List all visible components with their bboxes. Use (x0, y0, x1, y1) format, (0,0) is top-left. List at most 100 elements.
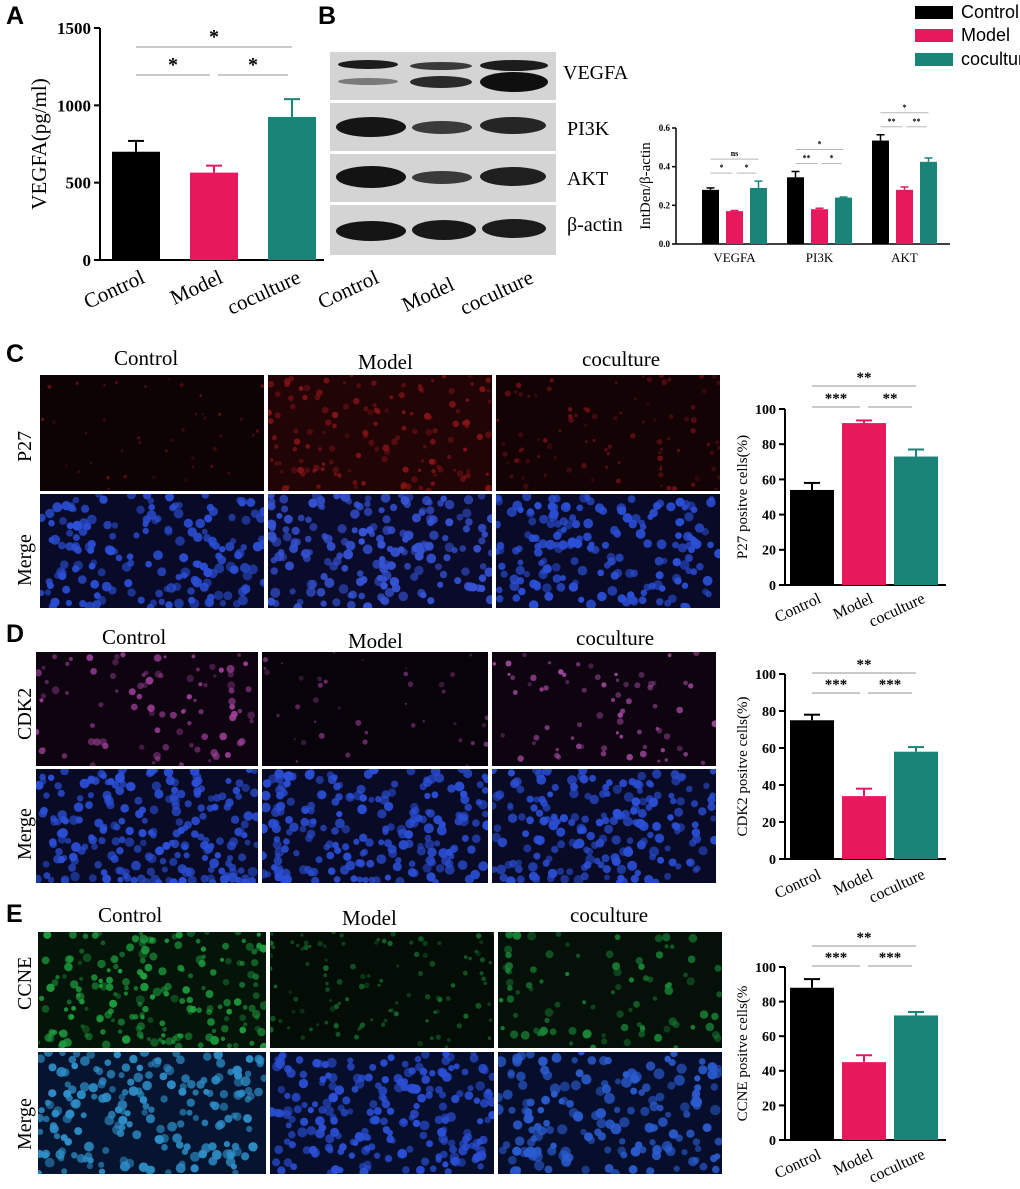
cell (711, 375, 717, 379)
cell (405, 667, 408, 670)
cell (368, 439, 375, 446)
cell (124, 579, 133, 588)
cell (136, 505, 145, 514)
cell (591, 1110, 601, 1121)
cell (473, 544, 482, 553)
cell (227, 681, 236, 690)
cell (566, 1100, 574, 1108)
cell (504, 390, 511, 397)
cell (139, 1096, 148, 1104)
significance-label: * (209, 26, 219, 48)
cell (566, 467, 572, 473)
cell (248, 1004, 256, 1012)
cell (84, 432, 88, 435)
cell (655, 1092, 665, 1102)
cell (38, 1149, 44, 1158)
cell (88, 874, 97, 883)
cell (652, 769, 662, 779)
cell (676, 745, 683, 752)
cell (298, 1078, 309, 1089)
cell (410, 548, 418, 556)
cell (647, 781, 655, 788)
cell (187, 875, 197, 883)
cell (559, 1081, 570, 1092)
cell (178, 762, 184, 766)
cell (714, 1137, 722, 1146)
cell (55, 848, 63, 856)
cell (518, 392, 523, 397)
cell (626, 753, 633, 761)
y-tick-label: 1500 (57, 19, 91, 38)
cell (119, 1156, 128, 1165)
cell (99, 738, 108, 746)
cell (43, 1115, 50, 1123)
cell (109, 532, 117, 540)
cell (219, 546, 226, 553)
cell (137, 682, 144, 689)
cell (256, 942, 263, 949)
cell (449, 1145, 457, 1154)
cell (48, 519, 55, 527)
cell (252, 812, 258, 822)
cell (710, 835, 716, 845)
cell (230, 815, 240, 824)
cell (621, 1076, 632, 1088)
cell (162, 841, 171, 850)
bar-coculture (268, 116, 316, 260)
cell (423, 412, 431, 420)
cell (532, 875, 541, 883)
cell (347, 1108, 354, 1115)
cell (435, 1034, 441, 1040)
cell (175, 536, 185, 546)
cell (439, 570, 448, 579)
cell (442, 1072, 452, 1082)
cell (260, 384, 264, 388)
cell (70, 871, 80, 882)
cell (154, 1135, 163, 1143)
cell (152, 476, 156, 479)
cell (571, 1057, 578, 1064)
cell (126, 781, 136, 792)
cell (119, 780, 127, 788)
cell (452, 468, 457, 472)
cell (610, 697, 616, 703)
bar-model (842, 1062, 886, 1140)
cell (690, 1024, 696, 1030)
cell (701, 388, 707, 394)
cell (560, 874, 569, 883)
cell (638, 596, 647, 605)
cell (573, 875, 584, 883)
cell (154, 515, 162, 523)
cell (111, 837, 121, 846)
cell (502, 1141, 511, 1149)
cell (190, 1164, 199, 1173)
x-tick-label: coculture (867, 866, 928, 907)
cell (236, 739, 244, 747)
y-tick-label: 60 (762, 473, 776, 488)
cell (409, 411, 414, 416)
cell (634, 682, 641, 689)
cell (127, 1078, 135, 1086)
cell (619, 734, 624, 739)
cell (264, 669, 270, 676)
cell (646, 1167, 655, 1174)
cell (117, 770, 125, 778)
cell (199, 812, 207, 820)
cell (610, 1123, 622, 1135)
cell (298, 386, 304, 391)
cell (311, 1101, 319, 1108)
cell (69, 932, 77, 939)
cell (73, 560, 83, 571)
cell (442, 1161, 449, 1168)
cell (136, 1064, 144, 1072)
cell (68, 502, 75, 509)
cell (320, 600, 327, 607)
micrograph-e-ccne-control (38, 932, 266, 1048)
cell (300, 947, 305, 952)
y-tick-label: 0 (83, 251, 92, 270)
blot-akt (330, 154, 556, 202)
cell (96, 1014, 104, 1023)
cell (588, 663, 594, 669)
cell (169, 857, 178, 867)
